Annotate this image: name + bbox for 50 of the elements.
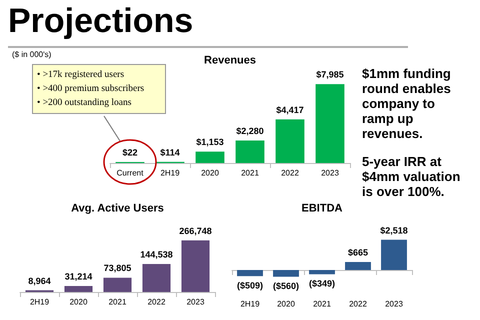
chart-title: Revenues: [204, 54, 256, 66]
data-label: $1,153: [196, 137, 224, 148]
data-label: $2,280: [236, 126, 264, 136]
text: $1mm funding round enables company to ramp up revenues.: [362, 66, 452, 141]
bar: [142, 264, 171, 292]
bar: [236, 140, 264, 163]
x-tick-label: 2020: [277, 300, 296, 308]
bar: [181, 240, 210, 292]
data-label: 144,538: [140, 250, 173, 260]
text: ($ in 000's): [12, 50, 52, 59]
x-tick-label: 2020: [201, 168, 220, 178]
data-label: $7,985: [316, 70, 344, 80]
data-label: $665: [348, 248, 368, 258]
x-tick-label: 2022: [148, 298, 166, 306]
data-label: $114: [160, 147, 180, 158]
callout-box: • >17k registered users • >400 premium subscribers • >200 outstanding loans: [32, 64, 166, 114]
x-tick-label: 2023: [385, 300, 404, 308]
x-tick-label: 2021: [108, 298, 127, 306]
data-label: 266,748: [179, 226, 212, 236]
data-label: 8,964: [28, 276, 51, 286]
bar: [103, 278, 132, 292]
data-label: ($560): [272, 281, 300, 292]
x-tick-label: 2023: [186, 298, 205, 306]
data-label: ($349): [308, 278, 336, 289]
x-tick-label: 2H19: [240, 300, 260, 308]
data-label: $4,417: [276, 104, 304, 115]
chart-title: Avg. Active Users: [71, 202, 164, 214]
x-tick-label: 2020: [70, 298, 88, 306]
bar: [196, 152, 224, 163]
x-tick-label: 2023: [321, 168, 340, 178]
x-tick-label: 2H19: [30, 298, 50, 306]
chart-title: EBITDA: [302, 202, 343, 214]
x-tick-label: 2021: [313, 300, 332, 308]
text: Projections: [8, 2, 194, 41]
data-label: 31,214: [64, 271, 92, 282]
x-tick-label: Current: [116, 168, 144, 178]
text: 5-year IRR at $4mm valuation is over 100%.: [362, 154, 462, 199]
bar: [64, 286, 93, 292]
x-tick-label: 2022: [281, 168, 300, 178]
data-label: $2,518: [380, 225, 408, 236]
bar: [316, 84, 344, 163]
data-label: 73,805: [104, 263, 132, 274]
x-tick-label: 2021: [241, 168, 260, 178]
annotation: • >400 premium subscribers: [37, 83, 146, 96]
x-tick-label: 2022: [349, 300, 368, 308]
data-label: $22: [122, 148, 138, 158]
annotation: • >200 outstanding loans: [37, 97, 132, 110]
bar: [276, 119, 304, 163]
data-label: ($509): [236, 280, 264, 291]
x-tick-label: 2H19: [160, 168, 180, 178]
